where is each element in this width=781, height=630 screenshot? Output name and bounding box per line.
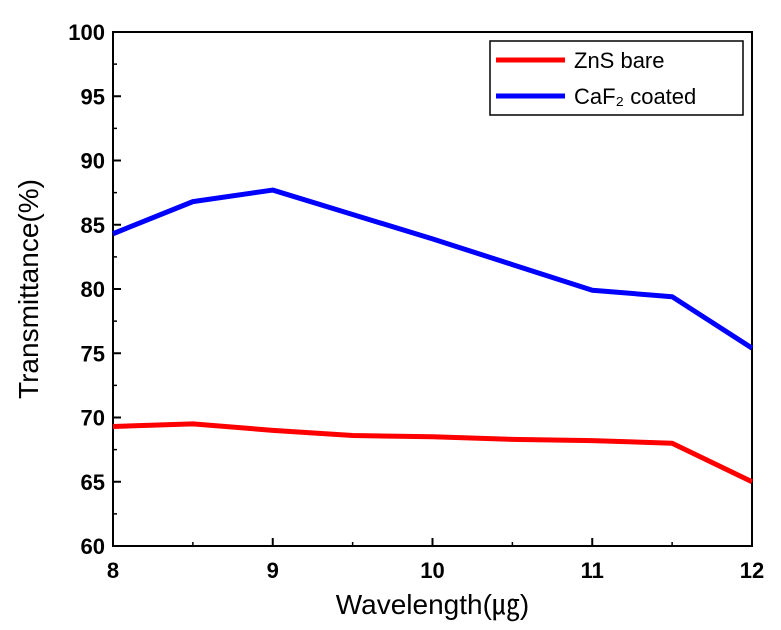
x-tick-label: 12 xyxy=(740,558,764,583)
y-tick-label: 70 xyxy=(81,406,105,431)
y-tick-label: 100 xyxy=(68,20,105,45)
legend-label-caf2-coated: CaF₂ coated xyxy=(574,84,696,109)
y-tick-label: 80 xyxy=(81,277,105,302)
series-line-1 xyxy=(112,187,754,351)
x-tick-label: 10 xyxy=(420,558,444,583)
y-axis: 60 65 70 75 80 85 90 95 100 xyxy=(68,20,121,559)
y-tick-label: 90 xyxy=(81,149,105,174)
x-tick-label: 8 xyxy=(107,558,119,583)
x-axis-title: Wavelength(㎍) xyxy=(336,589,529,621)
legend-box xyxy=(489,40,744,116)
y-tick-label: 60 xyxy=(81,534,105,559)
y-tick-label: 65 xyxy=(81,470,105,495)
y-axis-title: Transmittance(%) xyxy=(13,179,44,399)
series-layer xyxy=(112,187,754,485)
legend-label-zns-bare: ZnS bare xyxy=(574,48,665,73)
y-tick-label: 75 xyxy=(81,341,105,366)
x-tick-label: 9 xyxy=(267,558,279,583)
x-axis: 8 9 10 11 12 xyxy=(107,538,764,583)
y-tick-label: 95 xyxy=(81,84,105,109)
legend: ZnS bare CaF₂ coated xyxy=(489,40,744,116)
x-tick-label: 11 xyxy=(581,558,604,583)
y-tick-label: 85 xyxy=(81,213,105,238)
series-line-0 xyxy=(112,421,754,485)
